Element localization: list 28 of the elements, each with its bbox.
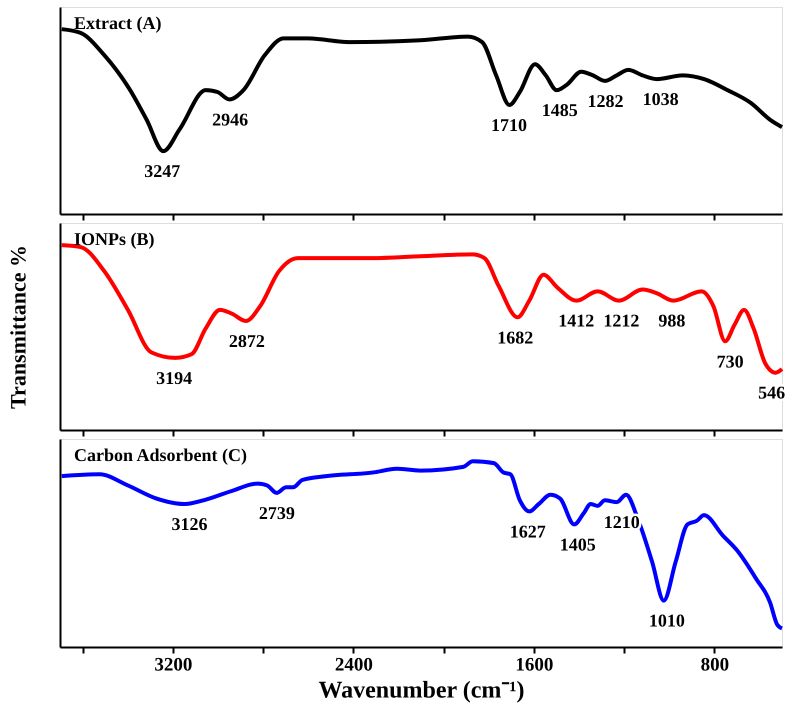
annotation: 730 [716,351,744,372]
chart-title: IONPs (B) [74,229,155,249]
annotation: 1412 [558,310,594,331]
x-axis-title: Wavenumber (cm⁻¹) [318,678,525,704]
annotation: 1010 [648,610,685,631]
x-tick-label: 1600 [515,654,554,676]
x-tick-label: 2400 [334,654,373,676]
annotation: 3126 [172,514,208,534]
y-axis-title: Transmittance % [6,245,30,409]
annotation: 988 [658,310,686,331]
annotation: 3247 [144,161,180,182]
annotation: 1682 [497,327,534,348]
annotation: 2739 [258,502,295,523]
annotation: 1282 [588,90,624,111]
annotation: 2946 [212,109,248,130]
annotation: 3194 [156,368,192,388]
chart-title: Carbon Adsorbent (C) [74,445,248,465]
chart-title: Extract (A) [74,13,162,33]
x-tick-label: 3200 [154,654,192,676]
annotation: 1627 [510,521,546,542]
annotation: 1710 [490,114,527,135]
annotation: 1405 [560,534,596,554]
annotation: 1038 [642,89,679,110]
annotation: 546 [758,382,786,403]
annotation: 2872 [228,330,265,351]
annotation: 1485 [542,100,578,120]
x-tick-label: 800 [700,654,730,676]
annotation: 1212 [603,310,640,331]
